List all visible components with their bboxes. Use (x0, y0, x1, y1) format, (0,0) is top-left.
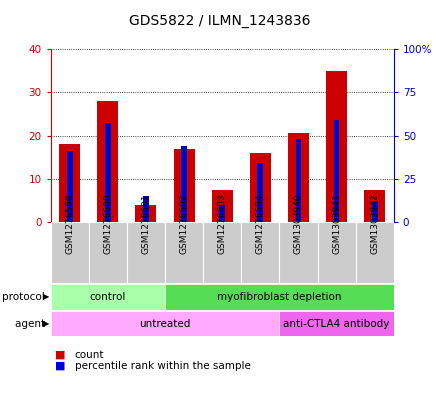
Text: ▶: ▶ (43, 292, 50, 301)
Bar (67, 151, 73, 222)
Text: GSM1276602: GSM1276602 (180, 193, 189, 254)
Bar (356, 222, 394, 283)
Bar (296, 139, 301, 222)
Bar (257, 163, 263, 222)
Bar (219, 205, 225, 222)
Text: GSM1276601: GSM1276601 (141, 193, 150, 254)
Text: GSM1303942: GSM1303942 (370, 193, 379, 254)
Bar (127, 222, 165, 283)
Text: ■: ■ (55, 361, 66, 371)
Text: GSM1276604: GSM1276604 (256, 193, 265, 254)
Bar (51, 284, 165, 310)
Text: count: count (75, 350, 104, 360)
Text: ■: ■ (55, 350, 66, 360)
Text: GSM1276603: GSM1276603 (218, 193, 227, 254)
Text: GSM1303941: GSM1303941 (332, 193, 341, 254)
Bar (181, 146, 187, 222)
Bar (334, 120, 340, 222)
Text: GSM1303940: GSM1303940 (294, 193, 303, 254)
Bar (288, 133, 309, 222)
Text: GSM1276599: GSM1276599 (65, 193, 74, 254)
Bar (364, 189, 385, 222)
Text: GSM1276600: GSM1276600 (103, 193, 112, 254)
Text: control: control (90, 292, 126, 302)
Bar (279, 311, 394, 336)
Bar (143, 196, 149, 222)
Text: agent: agent (15, 319, 48, 329)
Text: percentile rank within the sample: percentile rank within the sample (75, 361, 251, 371)
Bar (165, 222, 203, 283)
Bar (212, 189, 233, 222)
Bar (59, 144, 80, 222)
Bar (51, 311, 279, 336)
Text: ▶: ▶ (43, 319, 50, 328)
Bar (105, 123, 111, 222)
Bar (203, 222, 241, 283)
Bar (97, 101, 118, 222)
Bar (279, 222, 318, 283)
Bar (250, 153, 271, 222)
Bar (174, 149, 194, 222)
Bar (89, 222, 127, 283)
Bar (136, 205, 157, 222)
Text: myofibroblast depletion: myofibroblast depletion (217, 292, 341, 302)
Bar (326, 71, 347, 222)
Bar (318, 222, 356, 283)
Bar (165, 284, 394, 310)
Bar (51, 222, 89, 283)
Text: untreated: untreated (139, 319, 191, 329)
Text: protocol: protocol (2, 292, 48, 302)
Bar (241, 222, 279, 283)
Text: GDS5822 / ILMN_1243836: GDS5822 / ILMN_1243836 (129, 14, 311, 28)
Text: anti-CTLA4 antibody: anti-CTLA4 antibody (283, 319, 390, 329)
Bar (372, 201, 378, 222)
